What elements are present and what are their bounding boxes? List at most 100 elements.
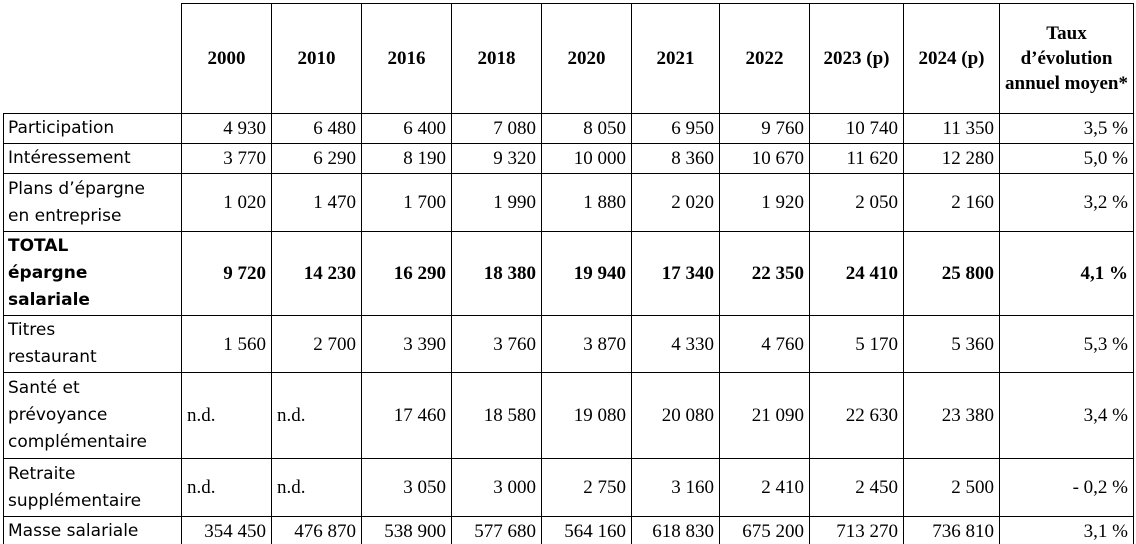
table-cell: 713 270 — [809, 516, 904, 544]
table-cell: 3 870 — [541, 315, 632, 373]
table-cell: 18 380 — [451, 231, 542, 316]
table-row: Retraite supplémentaire n.d. n.d. 3 050 3 000… — [3, 458, 1134, 517]
table-cell: 18 580 — [451, 372, 542, 459]
table-cell: 2 160 — [903, 173, 1000, 232]
table-cell: 17 460 — [361, 372, 452, 459]
table-cell: - 0,2 % — [999, 458, 1134, 517]
table-cell: 675 200 — [719, 516, 810, 544]
table-cell: 19 080 — [541, 372, 632, 459]
table-cell: 10 740 — [809, 113, 904, 144]
table-cell: 5,0 % — [999, 143, 1134, 174]
table-cell: 9 720 — [181, 231, 272, 316]
table-cell: 476 870 — [271, 516, 362, 544]
corner-cell — [3, 3, 182, 114]
table-cell: 19 940 — [541, 231, 632, 316]
row-label-line: Titres — [8, 320, 56, 340]
table-cell: 25 800 — [903, 231, 1000, 316]
table-row: Intéressement 3 770 6 290 8 190 9 320 10 000 8… — [3, 143, 1134, 174]
table-row: Participation 4 930 6 480 6 400 7 080 8 050 6 … — [3, 113, 1134, 144]
table-cell: 1 990 — [451, 173, 542, 232]
table-cell: 11 620 — [809, 143, 904, 174]
table-cell: 3,1 % — [999, 516, 1134, 544]
table-cell: 24 410 — [809, 231, 904, 316]
row-label-line: Plans d’épargne — [8, 178, 146, 199]
table-cell: 23 380 — [903, 372, 1000, 459]
table-cell: 5 360 — [903, 315, 1000, 373]
table-cell: n.d. — [271, 372, 362, 459]
table-cell: 6 400 — [361, 113, 452, 144]
table-cell: 354 450 — [181, 516, 272, 544]
table-cell: 4 930 — [181, 113, 272, 144]
table-cell: 2 750 — [541, 458, 632, 517]
table-cell: 6 290 — [271, 143, 362, 174]
row-label: Masse salariale — [3, 516, 182, 544]
row-label-line: épargne — [8, 263, 88, 283]
table-cell: 4 760 — [719, 315, 810, 373]
table-cell: n.d. — [181, 458, 272, 517]
row-label-line: restaurant — [8, 347, 97, 367]
table-row: Titres restaurant 1 560 2 700 3 390 3 760 3 87… — [3, 315, 1134, 373]
table-cell: 577 680 — [451, 516, 542, 544]
table-cell: 6 480 — [271, 113, 362, 144]
row-label-line: supplémentaire — [8, 490, 142, 511]
table-cell: 1 470 — [271, 173, 362, 232]
table-cell: 6 950 — [631, 113, 720, 144]
row-label-line: TOTAL — [8, 236, 69, 256]
table-cell: 5 170 — [809, 315, 904, 373]
table-cell: 21 090 — [719, 372, 810, 459]
row-label-line: Santé et — [8, 378, 80, 398]
table-cell: n.d. — [271, 458, 362, 517]
table-row: Santé et prévoyance complémentaire n.d. n.d.… — [3, 372, 1134, 459]
column-header: 2000 — [181, 3, 272, 114]
table-cell: 17 340 — [631, 231, 720, 316]
table-cell: 736 810 — [903, 516, 1000, 544]
table-cell: 22 630 — [809, 372, 904, 459]
table-cell: 1 920 — [719, 173, 810, 232]
row-label-line: complémentaire — [8, 432, 147, 452]
row-label: Santé et prévoyance complémentaire — [3, 372, 182, 459]
table-cell: 1 020 — [181, 173, 272, 232]
table-cell: 22 350 — [719, 231, 810, 316]
header-row: 2000 2010 2016 2018 2020 2021 2022 2023 (p) 2024… — [3, 3, 1134, 114]
table-cell: 3 760 — [451, 315, 542, 373]
table-cell: 7 080 — [451, 113, 542, 144]
table-cell: 8 360 — [631, 143, 720, 174]
row-label: TOTAL épargne salariale — [3, 231, 182, 316]
table-cell: 2 020 — [631, 173, 720, 232]
table-row: Plans d’épargne en entreprise 1 020 1 470 1 … — [3, 173, 1134, 232]
table-cell: 618 830 — [631, 516, 720, 544]
column-header: 2023 (p) — [809, 3, 904, 114]
table-cell: 9 760 — [719, 113, 810, 144]
column-header: 2021 — [631, 3, 720, 114]
column-header: 2024 (p) — [903, 3, 1000, 114]
table-cell: 3,5 % — [999, 113, 1134, 144]
column-header: 2020 — [541, 3, 632, 114]
table-cell: 3,4 % — [999, 372, 1134, 459]
row-label: Titres restaurant — [3, 315, 182, 373]
table-cell: 3 390 — [361, 315, 452, 373]
table-cell: 10 000 — [541, 143, 632, 174]
row-label-line: en entreprise — [8, 205, 122, 226]
table-cell: 2 050 — [809, 173, 904, 232]
table-cell: 1 880 — [541, 173, 632, 232]
row-label: Retraite supplémentaire — [3, 458, 182, 517]
row-label-line: Participation — [8, 118, 115, 138]
table-cell: 2 500 — [903, 458, 1000, 517]
table-cell: n.d. — [181, 372, 272, 459]
table-cell: 10 670 — [719, 143, 810, 174]
table-cell: 4 330 — [631, 315, 720, 373]
table-cell: 8 050 — [541, 113, 632, 144]
table-cell: 3 000 — [451, 458, 542, 517]
table-cell: 2 700 — [271, 315, 362, 373]
table-cell: 3 050 — [361, 458, 452, 517]
row-label: Intéressement — [3, 143, 182, 174]
table-cell: 3 770 — [181, 143, 272, 174]
table-cell: 1 700 — [361, 173, 452, 232]
data-table: 2000 2010 2016 2018 2020 2021 2022 2023 (p) 2024… — [3, 3, 1134, 544]
table-cell: 20 080 — [631, 372, 720, 459]
row-label-line: Retraite — [8, 463, 76, 484]
column-header: Taux d’évolution annuel moyen* — [999, 3, 1134, 114]
table-cell: 4,1 % — [999, 231, 1134, 316]
column-header: 2010 — [271, 3, 362, 114]
table-cell: 2 410 — [719, 458, 810, 517]
